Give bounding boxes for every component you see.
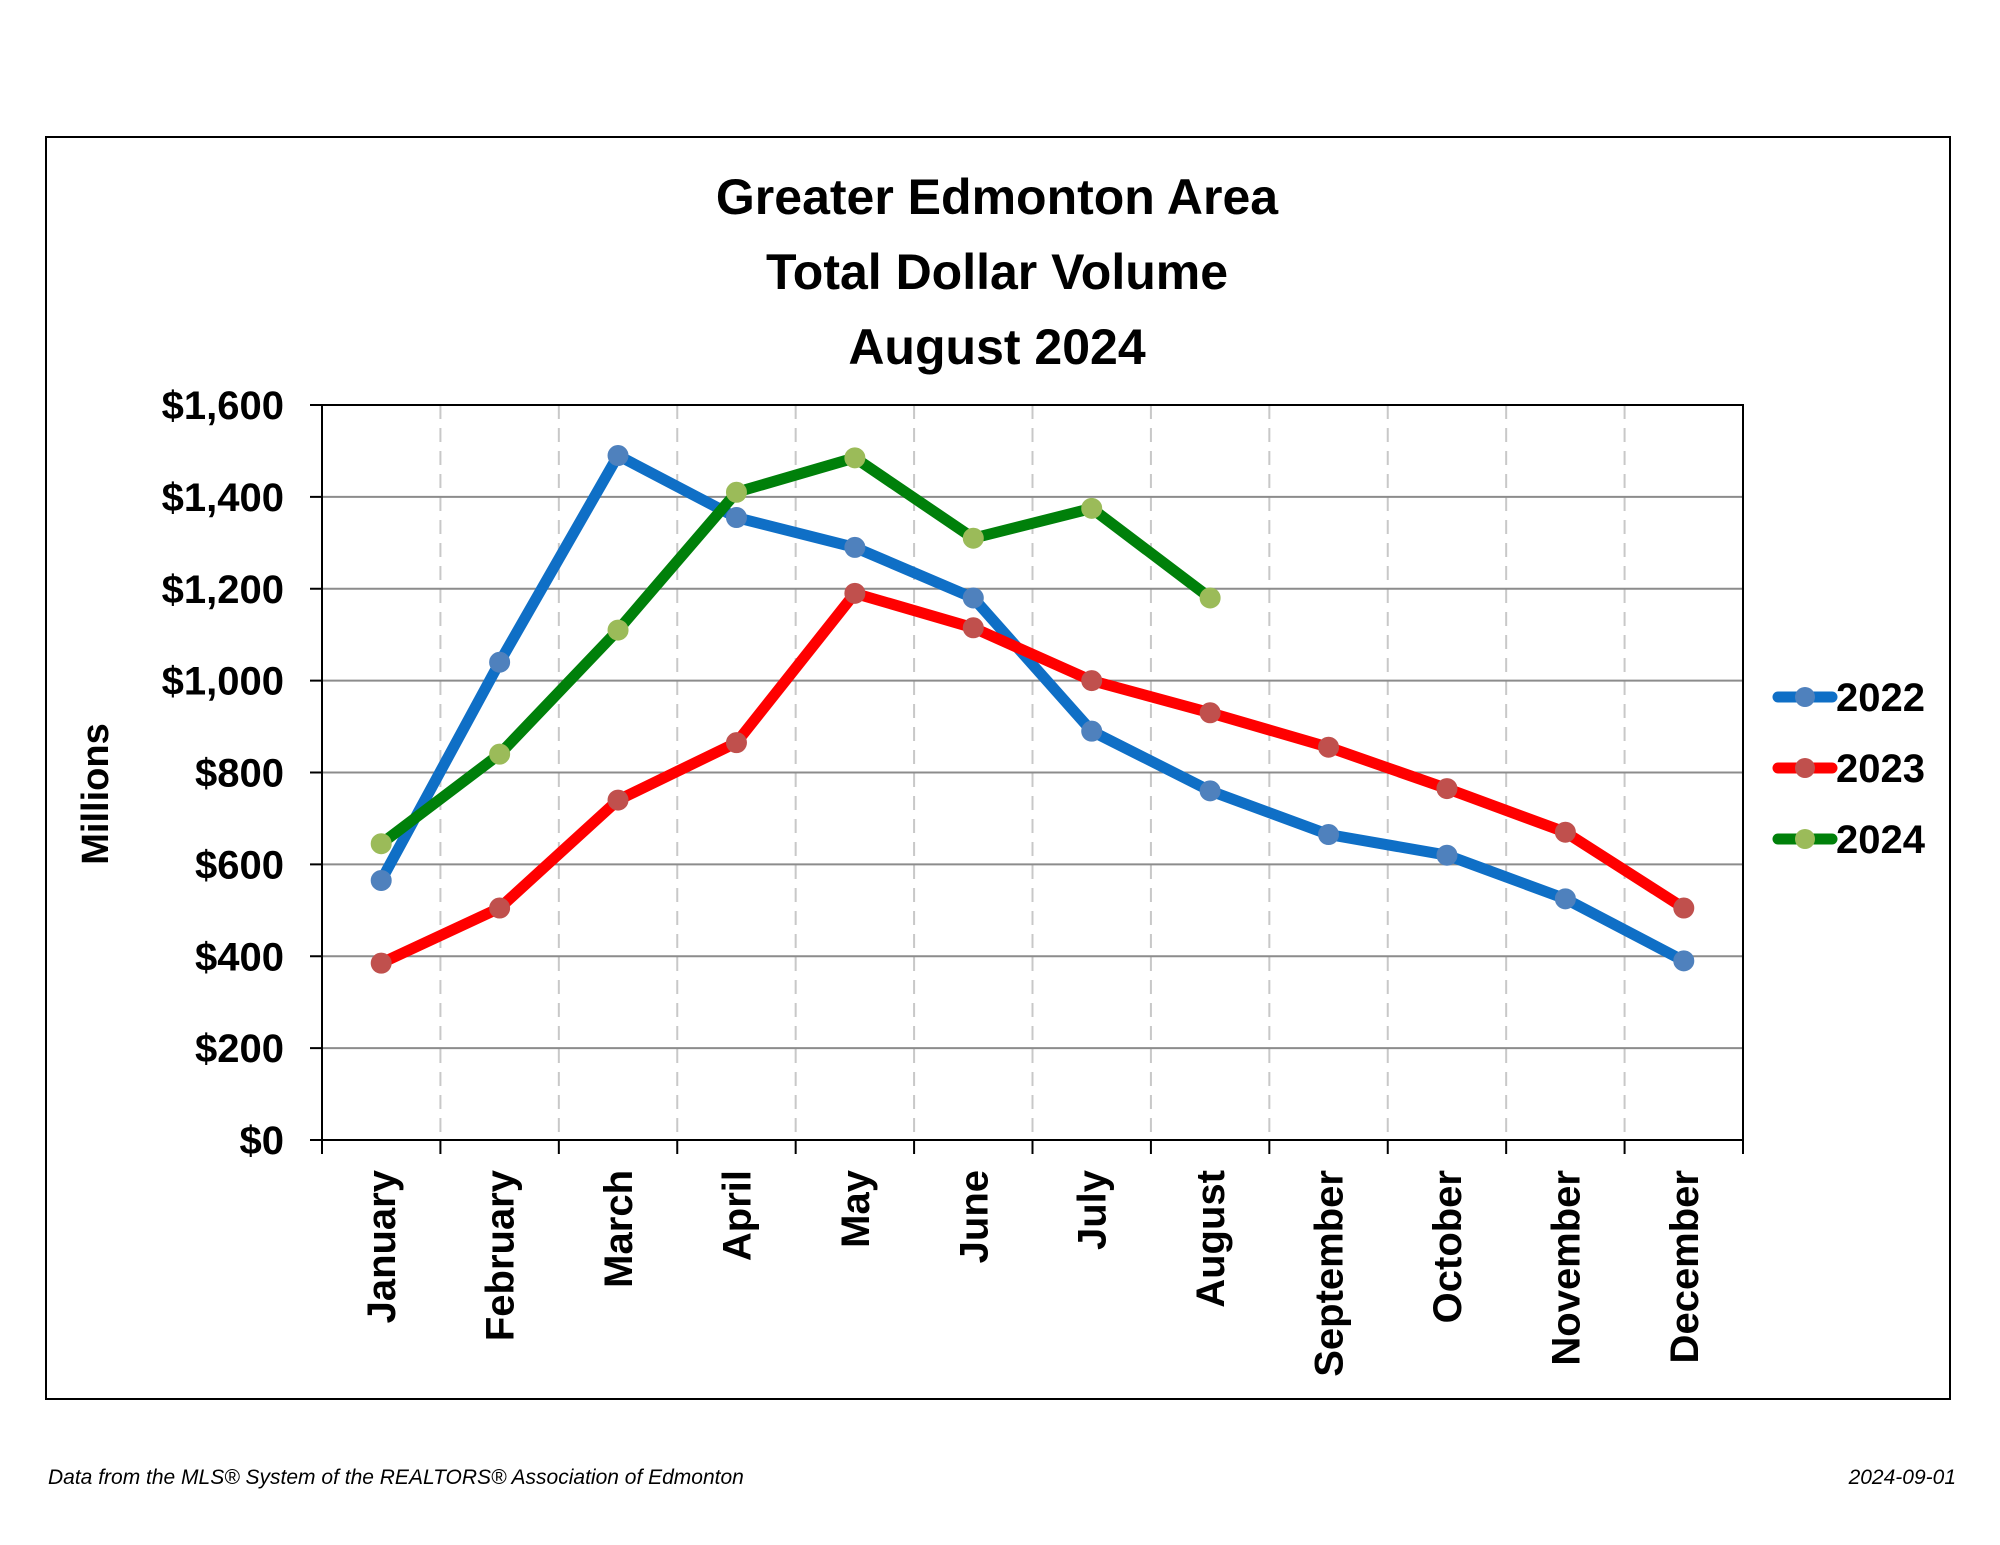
data-point-2023 bbox=[607, 789, 629, 811]
x-tick-label: May bbox=[834, 1169, 878, 1248]
legend-label-2024: 2024 bbox=[1836, 818, 1926, 862]
data-point-2023 bbox=[1436, 778, 1458, 800]
x-tick-label: September bbox=[1308, 1170, 1352, 1377]
x-tick-label: April bbox=[715, 1170, 759, 1261]
series-line-2023 bbox=[375, 587, 1690, 969]
x-axis-ticks: January February March April May June July Augu… bbox=[321, 1140, 1744, 1377]
data-point-2023 bbox=[725, 732, 747, 754]
y-tick-label: $200 bbox=[195, 1027, 284, 1071]
data-point-2022 bbox=[1436, 844, 1458, 866]
data-point-2024 bbox=[607, 619, 629, 641]
data-point-2022 bbox=[370, 869, 392, 891]
data-point-2022 bbox=[962, 587, 984, 609]
legend-label-2022: 2022 bbox=[1836, 676, 1925, 720]
series-2024 bbox=[370, 447, 1221, 855]
data-point-2023 bbox=[1673, 897, 1695, 919]
x-tick-label: November bbox=[1544, 1170, 1588, 1366]
legend-label-2023: 2023 bbox=[1836, 747, 1925, 791]
data-point-2023 bbox=[370, 952, 392, 974]
data-point-2022 bbox=[607, 445, 629, 467]
x-tick-label: August bbox=[1189, 1170, 1233, 1308]
data-point-2024 bbox=[1081, 497, 1103, 519]
series bbox=[370, 445, 1695, 974]
series-2023 bbox=[370, 582, 1695, 974]
x-tick-label: March bbox=[597, 1170, 641, 1288]
data-point-2024 bbox=[489, 743, 511, 765]
data-point-2022 bbox=[489, 651, 511, 673]
legend-marker-2022 bbox=[1795, 687, 1815, 707]
chart-title-line-1: Greater Edmonton Area bbox=[716, 169, 1279, 225]
data-point-2022 bbox=[1673, 950, 1695, 972]
data-point-2023 bbox=[489, 897, 511, 919]
x-tick-label: February bbox=[479, 1169, 523, 1341]
series-2022 bbox=[370, 445, 1695, 972]
data-point-2023 bbox=[962, 617, 984, 639]
series-line-2024 bbox=[375, 452, 1216, 850]
x-tick-label: October bbox=[1426, 1170, 1470, 1323]
data-point-2024 bbox=[962, 527, 984, 549]
data-point-2024 bbox=[370, 833, 392, 855]
chart-title-line-2: Total Dollar Volume bbox=[766, 244, 1228, 300]
legend-item-2023: 2023 bbox=[1772, 747, 1925, 791]
data-point-2022 bbox=[1199, 780, 1221, 802]
y-tick-label: $600 bbox=[195, 843, 284, 887]
legend-marker-2023 bbox=[1795, 758, 1815, 778]
x-tick-label: July bbox=[1071, 1169, 1115, 1250]
data-point-2024 bbox=[725, 481, 747, 503]
y-tick-label: $0 bbox=[240, 1119, 285, 1163]
data-point-2023 bbox=[1199, 702, 1221, 724]
legend-item-2022: 2022 bbox=[1772, 676, 1925, 720]
data-point-2022 bbox=[1081, 720, 1103, 742]
chart-frame bbox=[45, 136, 1951, 1400]
x-tick-label: June bbox=[952, 1170, 996, 1263]
chart-title-line-3: August 2024 bbox=[848, 319, 1146, 375]
y-tick-label: $1,600 bbox=[162, 384, 284, 428]
data-point-2023 bbox=[1554, 821, 1576, 843]
legend-marker-2024 bbox=[1795, 829, 1815, 849]
data-point-2022 bbox=[1318, 824, 1340, 846]
legend: 2022 2023 2024 bbox=[1772, 676, 1926, 862]
data-point-2022 bbox=[844, 536, 866, 558]
x-tick-label: January bbox=[360, 1169, 404, 1323]
y-tick-label: $800 bbox=[195, 752, 284, 796]
y-tick-label: $1,000 bbox=[162, 660, 284, 704]
y-tick-label: $1,400 bbox=[162, 476, 284, 520]
y-tick-label: $400 bbox=[195, 935, 284, 979]
data-point-2022 bbox=[1554, 888, 1576, 910]
data-point-2023 bbox=[844, 582, 866, 604]
y-axis-ticks: $0 $200 $400 $600 $800 $1,000 $1,200 $1,400 $1,6… bbox=[162, 384, 322, 1163]
series-line-2022 bbox=[375, 450, 1690, 967]
y-axis-label: Millions bbox=[75, 723, 117, 864]
data-point-2024 bbox=[844, 447, 866, 469]
legend-item-2024: 2024 bbox=[1772, 818, 1926, 862]
data-point-2023 bbox=[1318, 736, 1340, 758]
footer-source: Data from the MLS® System of the REALTOR… bbox=[48, 1466, 744, 1489]
data-point-2023 bbox=[1081, 670, 1103, 692]
data-point-2024 bbox=[1199, 587, 1221, 609]
x-tick-label: December bbox=[1663, 1170, 1707, 1363]
footer-date: 2024-09-01 bbox=[1848, 1466, 1956, 1489]
y-tick-label: $1,200 bbox=[162, 568, 284, 612]
data-point-2022 bbox=[725, 507, 747, 529]
